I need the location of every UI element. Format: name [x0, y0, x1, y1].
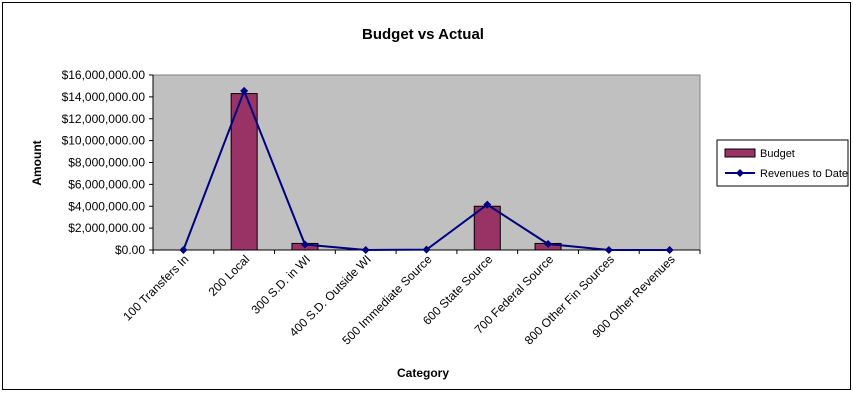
- revenues-line: [179, 86, 674, 254]
- y-axis: $0.00 $2,000,000.00 $4,000,000.00 $6,000,00…: [62, 68, 154, 257]
- revenues-point: [665, 246, 674, 254]
- revenues-point: [300, 240, 309, 249]
- budget-bars: [230, 93, 562, 251]
- revenues-point: [361, 246, 370, 254]
- x-axis-title: Category: [397, 366, 449, 380]
- y-tick-label: $14,000,000.00: [62, 90, 146, 104]
- x-tick-label: 200 Local: [206, 252, 253, 299]
- legend-revenues-marker: [736, 169, 744, 177]
- y-tick-label: $4,000,000.00: [68, 199, 145, 213]
- y-tick-label: $10,000,000.00: [62, 134, 146, 148]
- y-tick-label: $0.00: [115, 243, 145, 257]
- revenues-point: [240, 86, 249, 95]
- revenues-point: [483, 200, 492, 209]
- legend-budget-label: Budget: [760, 148, 795, 160]
- y-tick-label: $8,000,000.00: [68, 156, 145, 170]
- y-tick-label: $12,000,000.00: [62, 112, 146, 126]
- y-axis-title: Amount: [30, 140, 44, 185]
- y-tick-label: $16,000,000.00: [62, 68, 146, 82]
- budget-bar: [230, 93, 258, 251]
- legend-budget-swatch: [724, 148, 756, 158]
- budget-vs-actual-chart: Budget vs Actual $0.00 $2,000,000.00 $4,00…: [30, 26, 849, 380]
- revenues-point: [422, 245, 431, 254]
- y-tick-label: $6,000,000.00: [68, 177, 145, 191]
- legend: Budget Revenues to Date: [716, 139, 849, 187]
- x-tick-label: 300 S.D. in WI: [248, 252, 313, 317]
- chart-title: Budget vs Actual: [362, 26, 484, 43]
- y-tick-label: $2,000,000.00: [68, 221, 145, 235]
- revenues-point: [544, 239, 553, 248]
- budget-bar: [473, 205, 501, 251]
- revenues-point: [179, 246, 188, 254]
- revenues-point: [604, 246, 613, 254]
- legend-box: [716, 139, 849, 187]
- legend-revenues-label: Revenues to Date: [760, 168, 848, 180]
- x-tick-label: 100 Transfers In: [120, 252, 191, 323]
